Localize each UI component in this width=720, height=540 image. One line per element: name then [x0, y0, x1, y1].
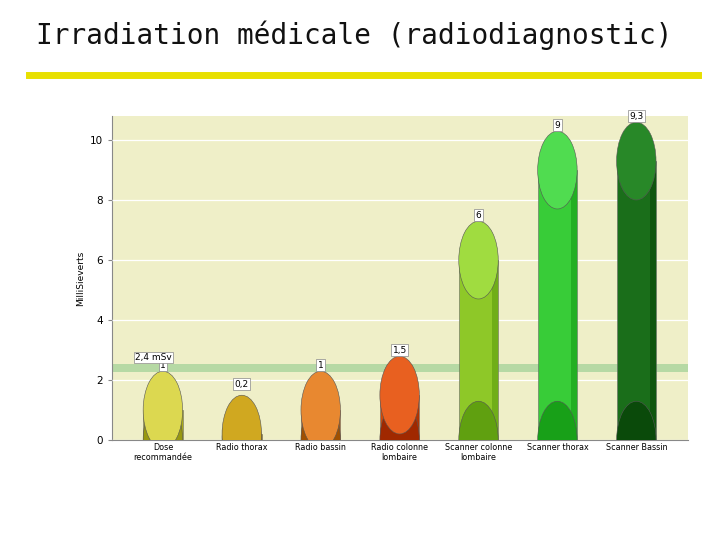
Ellipse shape — [616, 122, 656, 200]
Ellipse shape — [301, 401, 341, 479]
Ellipse shape — [143, 371, 183, 449]
Bar — [380, 395, 419, 440]
Ellipse shape — [301, 371, 341, 449]
Bar — [616, 161, 656, 440]
Bar — [301, 410, 341, 440]
Text: 2,4 mSv: 2,4 mSv — [135, 353, 172, 362]
Ellipse shape — [222, 401, 261, 479]
Text: 9: 9 — [554, 121, 560, 130]
Bar — [538, 170, 577, 440]
Ellipse shape — [380, 356, 419, 434]
Y-axis label: MilliSieverts: MilliSieverts — [76, 251, 85, 306]
Bar — [571, 170, 577, 440]
Ellipse shape — [143, 401, 183, 479]
Bar — [459, 260, 498, 440]
Bar — [649, 161, 656, 440]
Text: 0,2: 0,2 — [235, 380, 249, 389]
Bar — [413, 395, 419, 440]
Bar — [492, 260, 498, 440]
Text: Irradiation médicale (radiodiagnostic): Irradiation médicale (radiodiagnostic) — [36, 20, 672, 50]
Bar — [143, 410, 183, 440]
Ellipse shape — [616, 401, 656, 479]
Text: 1,5: 1,5 — [392, 346, 407, 355]
Ellipse shape — [380, 401, 419, 479]
Ellipse shape — [459, 221, 498, 299]
Ellipse shape — [538, 131, 577, 209]
Bar — [112, 364, 688, 372]
Bar — [334, 410, 341, 440]
Ellipse shape — [538, 401, 577, 479]
Ellipse shape — [222, 395, 261, 473]
Bar — [108, 440, 691, 455]
Bar — [222, 434, 261, 440]
Ellipse shape — [459, 401, 498, 479]
Text: 9,3: 9,3 — [629, 112, 644, 121]
Text: 1: 1 — [160, 361, 166, 370]
Bar — [255, 434, 261, 440]
Text: 1: 1 — [318, 361, 323, 370]
Bar — [176, 410, 183, 440]
Text: 6: 6 — [476, 211, 482, 220]
